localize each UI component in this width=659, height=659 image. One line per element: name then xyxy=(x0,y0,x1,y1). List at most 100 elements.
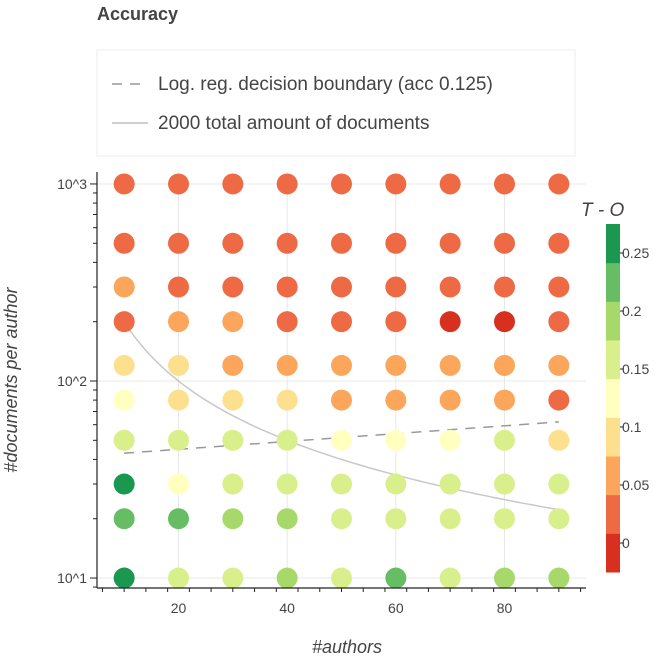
colorbar-band xyxy=(606,378,620,418)
data-point xyxy=(439,232,461,254)
data-point xyxy=(548,389,570,411)
data-point xyxy=(168,311,189,333)
data-point xyxy=(439,276,461,298)
colorbar-band xyxy=(606,224,620,264)
data-point xyxy=(385,232,407,254)
data-point xyxy=(331,276,352,298)
data-point xyxy=(548,429,570,451)
data-point xyxy=(276,429,298,451)
colorbar-bands xyxy=(606,224,620,573)
x-tick-label: 20 xyxy=(171,600,187,616)
data-point xyxy=(276,232,298,254)
data-point xyxy=(494,311,515,333)
data-point xyxy=(222,276,244,298)
data-point xyxy=(331,173,352,195)
data-point xyxy=(222,173,244,195)
data-point xyxy=(276,173,298,195)
data-point xyxy=(385,173,407,195)
colorbar-band xyxy=(606,262,620,302)
data-point xyxy=(331,473,352,495)
data-point xyxy=(222,429,244,451)
colorbar-band xyxy=(606,533,620,573)
data-point xyxy=(548,508,570,530)
colorbar-ticks: 0 0.05 0.1 0.15 0.2 0.25 xyxy=(620,245,649,551)
data-point xyxy=(113,311,135,333)
data-point xyxy=(548,276,570,298)
colorbar: T - O 0 0.05 0.1 0.15 0.2 0.25 xyxy=(581,200,649,573)
colorbar-band xyxy=(606,301,620,341)
data-point xyxy=(385,311,407,333)
data-point xyxy=(439,311,461,333)
data-point xyxy=(113,429,135,451)
data-point xyxy=(331,311,352,333)
data-point xyxy=(385,429,407,451)
colorbar-tick-label: 0.2 xyxy=(622,303,642,319)
legend-entry-decision-boundary: Log. reg. decision boundary (acc 0.125) xyxy=(158,74,493,95)
legend-entry-total-documents: 2000 total amount of documents xyxy=(158,113,429,134)
data-point xyxy=(276,473,298,495)
data-point xyxy=(331,567,352,589)
data-point xyxy=(548,354,570,376)
data-point xyxy=(222,508,244,530)
data-point xyxy=(222,232,244,254)
data-point xyxy=(494,232,515,254)
chart-title: Accuracy xyxy=(97,4,178,24)
data-point xyxy=(331,429,352,451)
data-point xyxy=(113,276,135,298)
data-point xyxy=(385,567,407,589)
data-point xyxy=(494,354,515,376)
colorbar-tick-label: 0.15 xyxy=(622,361,649,377)
data-point xyxy=(548,173,570,195)
data-point xyxy=(385,508,407,530)
data-point xyxy=(168,473,189,495)
y-tick-label: 10^3 xyxy=(57,176,87,192)
data-point xyxy=(331,508,352,530)
x-tick-label: 80 xyxy=(497,600,513,616)
data-point xyxy=(276,508,298,530)
data-point xyxy=(494,389,515,411)
legend-box xyxy=(96,49,576,157)
data-point xyxy=(113,232,135,254)
data-point xyxy=(222,354,244,376)
data-point xyxy=(439,473,461,495)
data-point xyxy=(548,232,570,254)
x-tick-label: 40 xyxy=(279,600,295,616)
legend: Log. reg. decision boundary (acc 0.125) … xyxy=(96,49,576,157)
data-point xyxy=(168,429,189,451)
data-point xyxy=(494,508,515,530)
data-point xyxy=(439,429,461,451)
colorbar-band xyxy=(606,456,620,496)
colorbar-tick-label: 0.05 xyxy=(622,477,649,493)
data-point xyxy=(385,276,407,298)
total-documents-curve xyxy=(123,321,559,511)
y-axis-label: #documents per author xyxy=(1,286,21,472)
colorbar-tick-label: 0.1 xyxy=(622,419,642,435)
data-point xyxy=(113,173,135,195)
data-points xyxy=(113,173,570,589)
data-point xyxy=(168,567,189,589)
data-point xyxy=(439,354,461,376)
colorbar-band xyxy=(606,417,620,457)
colorbar-title: T - O xyxy=(581,200,624,221)
axes: 20 40 60 80 10^1 10^2 10^3 xyxy=(57,172,586,616)
data-point xyxy=(331,232,352,254)
data-point xyxy=(276,276,298,298)
y-axis-ticks: 10^1 10^2 10^3 xyxy=(57,176,97,588)
data-point xyxy=(331,389,352,411)
data-point xyxy=(494,567,515,589)
data-point xyxy=(385,354,407,376)
data-point xyxy=(494,473,515,495)
data-point xyxy=(548,567,570,589)
data-point xyxy=(168,276,189,298)
data-point xyxy=(494,429,515,451)
data-point xyxy=(548,473,570,495)
data-point xyxy=(113,473,135,495)
data-point xyxy=(222,311,244,333)
x-axis-ticks: 20 40 60 80 xyxy=(101,588,582,616)
data-point xyxy=(276,354,298,376)
data-point xyxy=(168,354,189,376)
data-point xyxy=(439,389,461,411)
data-point xyxy=(222,567,244,589)
data-point xyxy=(276,311,298,333)
